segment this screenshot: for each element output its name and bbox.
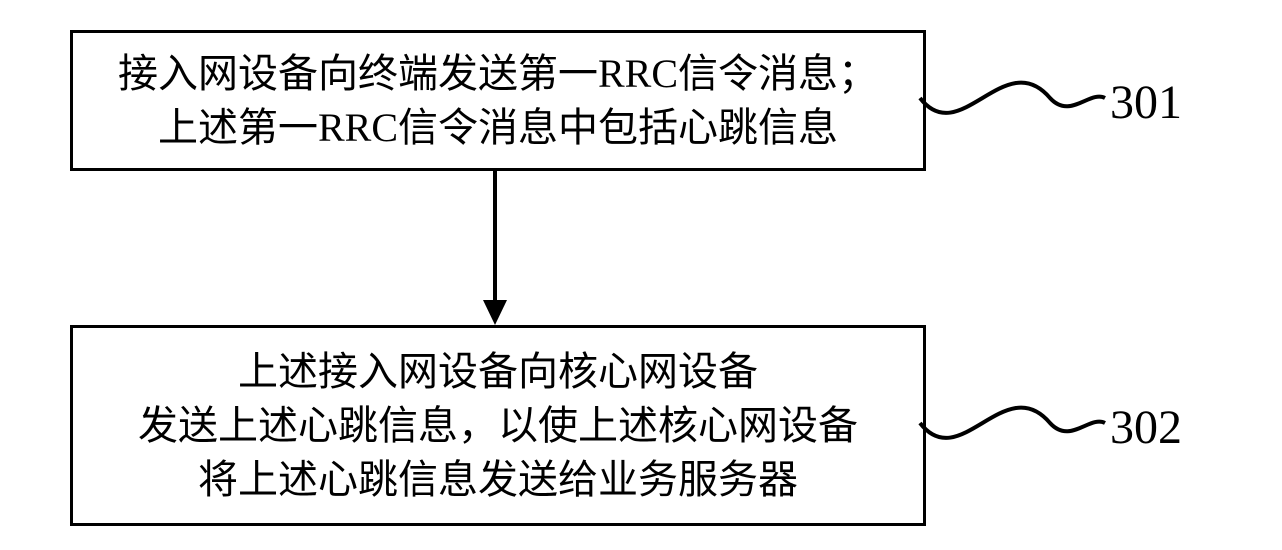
step-label-301: 301 (1110, 75, 1182, 130)
label-connector-2 (0, 0, 1282, 550)
step-label-302: 302 (1110, 400, 1182, 455)
